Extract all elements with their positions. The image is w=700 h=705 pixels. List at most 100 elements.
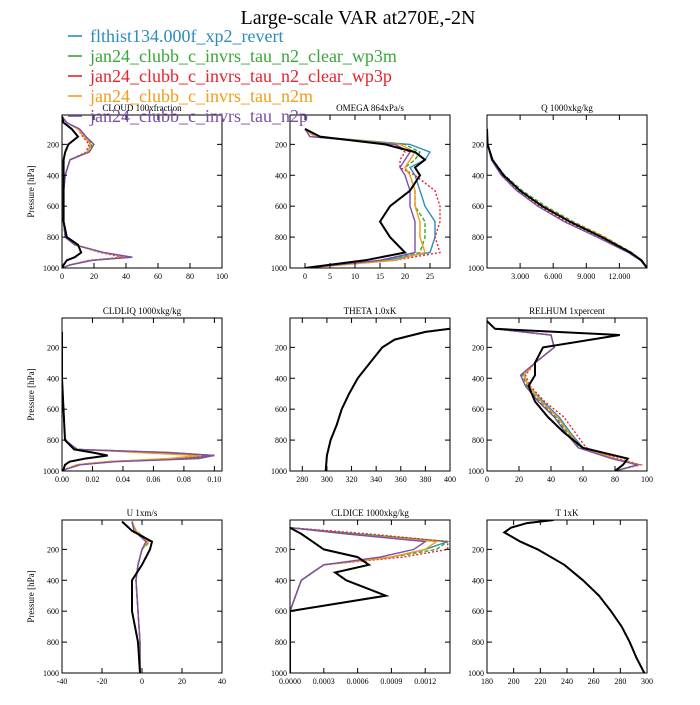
series-group bbox=[121, 520, 154, 673]
x-tick-label: 0.06 bbox=[146, 475, 160, 484]
y-tick-label: 400 bbox=[47, 576, 59, 585]
legend-label: jan24_clubb_c_invrs_tau_n2_clear_wp3m bbox=[89, 46, 397, 66]
y-tick-label: 800 bbox=[472, 638, 484, 647]
series-line-4 bbox=[325, 328, 450, 471]
x-tick-label: 300 bbox=[641, 677, 653, 686]
series-group bbox=[62, 331, 215, 471]
series-group bbox=[324, 327, 450, 471]
y-tick-label: 400 bbox=[275, 171, 287, 180]
plot-frame bbox=[289, 519, 451, 674]
series-line-5 bbox=[487, 128, 647, 268]
y-tick-label: 200 bbox=[47, 140, 59, 149]
x-tick-label: 20 bbox=[515, 475, 523, 484]
x-tick-label: 25 bbox=[426, 272, 434, 281]
x-tick-label: 380 bbox=[419, 475, 431, 484]
x-tick-label: 240 bbox=[561, 677, 573, 686]
y-tick-label: 800 bbox=[275, 436, 287, 445]
legend-label: jan24_clubb_c_invrs_tau_n2_clear_wp3p bbox=[89, 66, 392, 86]
y-tick-label: 200 bbox=[275, 545, 287, 554]
legend-label: jan24_clubb_c_invrs_tau_n2m bbox=[89, 86, 313, 106]
panel-2: 200 400 600 800 1000 0 5 10 15 20 25 OMEGA 864xPa/s bbox=[271, 103, 451, 281]
y-tick-label: 400 bbox=[47, 374, 59, 383]
panel-title: CLDICE 1000xkg/kg bbox=[331, 508, 409, 518]
series-line-3 bbox=[487, 128, 647, 268]
y-tick-label: 1000 bbox=[468, 467, 484, 476]
x-tick-label: -20 bbox=[97, 677, 108, 686]
series-line-6 bbox=[62, 331, 108, 471]
x-tick-label: 40 bbox=[218, 677, 226, 686]
series-line-2 bbox=[304, 128, 426, 268]
figure-title: Large-scale VAR at270E,-2N bbox=[241, 7, 476, 29]
y-tick-label: 800 bbox=[472, 436, 484, 445]
x-tick-label: 20 bbox=[401, 272, 409, 281]
series-group bbox=[290, 526, 450, 673]
x-tick-label: 220 bbox=[534, 677, 546, 686]
y-tick-label: 800 bbox=[47, 233, 59, 242]
x-tick-label: 300 bbox=[321, 475, 333, 484]
series-line-5 bbox=[62, 331, 215, 471]
y-axis-label: Pressure [hPa] bbox=[26, 368, 36, 420]
legend-entry-4: jan24_clubb_c_invrs_tau_n2m bbox=[68, 86, 313, 106]
plot-frame bbox=[61, 519, 223, 674]
series-line-2 bbox=[62, 116, 127, 268]
y-axis-label: Pressure [hPa] bbox=[26, 165, 36, 217]
x-tick-label: 9.000 bbox=[577, 272, 595, 281]
x-tick-label: 0 bbox=[485, 475, 489, 484]
series-line-2 bbox=[131, 521, 152, 673]
y-tick-label: 600 bbox=[47, 202, 59, 211]
x-tick-label: 360 bbox=[395, 475, 407, 484]
series-line-2 bbox=[325, 328, 450, 471]
y-tick-label: 600 bbox=[47, 405, 59, 414]
series-group bbox=[487, 128, 647, 268]
series-line-6 bbox=[62, 116, 83, 268]
y-tick-label: 1000 bbox=[271, 669, 287, 678]
x-tick-label: 0.02 bbox=[85, 475, 99, 484]
panel-title: U 1xm/s bbox=[127, 508, 158, 518]
x-tick-label: 80 bbox=[186, 272, 194, 281]
series-line-6 bbox=[502, 520, 646, 673]
y-tick-label: 800 bbox=[472, 233, 484, 242]
plot-frame bbox=[486, 317, 648, 472]
y-tick-label: 200 bbox=[47, 343, 59, 352]
series-group bbox=[502, 520, 646, 673]
series-line-1 bbox=[325, 328, 450, 471]
series-line-6 bbox=[290, 526, 390, 673]
y-tick-label: 400 bbox=[47, 171, 59, 180]
plot-frame bbox=[486, 519, 648, 674]
series-line-1 bbox=[304, 128, 436, 268]
panel-title: T 1xK bbox=[555, 508, 579, 518]
x-tick-label: 200 bbox=[508, 677, 520, 686]
series-line-5 bbox=[62, 116, 133, 268]
x-tick-label: 15 bbox=[376, 272, 384, 281]
y-tick-label: 1000 bbox=[468, 669, 484, 678]
panel-title: CLOUD 100xfraction bbox=[102, 103, 182, 113]
x-tick-label: 10 bbox=[351, 272, 359, 281]
x-tick-label: 40 bbox=[547, 475, 555, 484]
x-tick-label: 100 bbox=[216, 272, 228, 281]
x-tick-label: 280 bbox=[614, 677, 626, 686]
series-line-4 bbox=[62, 116, 130, 268]
series-line-4 bbox=[304, 128, 426, 268]
panel-3: 200 400 600 800 1000 3.000 6.000 9.000 12.000 Q 1… bbox=[468, 103, 648, 281]
x-tick-label: 0.0003 bbox=[313, 677, 335, 686]
panel-7: 200 400 600 800 1000-40 -20 0 20 40 U 1xm/s Pressu… bbox=[26, 508, 226, 686]
x-tick-label: 60 bbox=[579, 475, 587, 484]
y-tick-label: 800 bbox=[275, 233, 287, 242]
y-tick-label: 800 bbox=[47, 436, 59, 445]
x-tick-label: 20 bbox=[90, 272, 98, 281]
y-tick-label: 1000 bbox=[271, 467, 287, 476]
y-tick-label: 600 bbox=[275, 607, 287, 616]
y-tick-label: 1000 bbox=[43, 467, 59, 476]
y-tick-label: 600 bbox=[275, 202, 287, 211]
series-line-3 bbox=[62, 116, 123, 268]
y-tick-label: 200 bbox=[47, 545, 59, 554]
x-tick-label: 40 bbox=[122, 272, 130, 281]
x-tick-label: 6.000 bbox=[544, 272, 562, 281]
